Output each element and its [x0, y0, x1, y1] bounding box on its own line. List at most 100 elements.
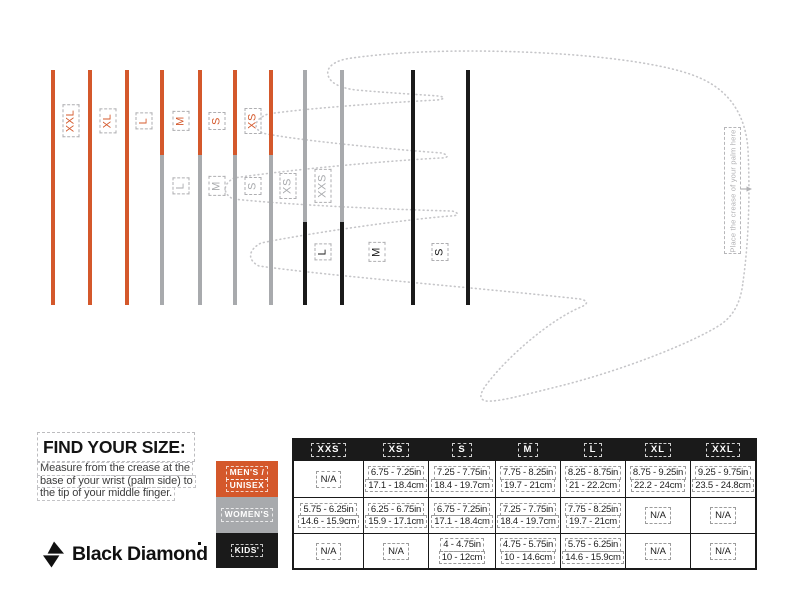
cell-mens-unisex-xxs: N/A [294, 460, 363, 497]
size-label-kids-m: M [368, 242, 386, 262]
size-label-womens-l: L [172, 177, 190, 195]
cell-womens-xxs: 5.75 - 6.25in 14.6 - 15.9cm [294, 497, 363, 533]
size-label-mens-s: S [208, 112, 226, 130]
measurement-value: 4.75 - 5.75in [499, 538, 557, 552]
measurement-value: 23.5 - 24.8cm [692, 478, 754, 492]
cell-mens-unisex-s: 7.25 - 7.75in 18.4 - 19.7cm [428, 460, 495, 497]
measurement-value: 5.75 - 6.25in [300, 502, 357, 516]
logo-dot [197, 542, 201, 545]
size-line [466, 70, 470, 305]
measurement-value: 14.6 - 15.9cm [562, 550, 624, 564]
measurement-value: 19.7 - 21cm [501, 478, 555, 492]
cell-kids-l: 5.75 - 6.25in 14.6 - 15.9cm [560, 533, 625, 568]
measurement-value: 8.75 - 9.25in [629, 466, 687, 480]
measurement-value: 6.25 - 6.75in [367, 502, 425, 516]
instruction-line: base of your wrist (palm side) to [37, 474, 196, 488]
size-label-mens-xxl: XXL [62, 104, 80, 138]
size-label-womens-xxs: XXS [314, 169, 332, 203]
measurement-value: 4 - 4.75in [440, 538, 484, 552]
size-label-womens-xs: XS [279, 173, 297, 199]
table-row-headers: MEN'S / UNISEX WOMEN'S KIDS' [216, 461, 278, 568]
size-line [340, 70, 344, 305]
cell-mens-unisex-xs: 6.75 - 7.25in 17.1 - 18.4cm [363, 460, 428, 497]
measurement-value: 17.1 - 18.4cm [365, 478, 427, 492]
size-line [233, 70, 237, 305]
row-header-kids: KIDS' [216, 533, 278, 568]
cell-mens-unisex-l: 8.25 - 8.75in 21 - 22.2cm [560, 460, 625, 497]
column-header-m: M [495, 440, 560, 460]
cell-mens-unisex-m: 7.75 - 8.25in 19.7 - 21cm [495, 460, 560, 497]
size-line [411, 70, 415, 305]
column-header-label: L [583, 442, 603, 458]
cell-womens-l: 7.75 - 8.25in 19.7 - 21cm [560, 497, 625, 533]
row-header-label: MEN'S / [225, 465, 269, 480]
measurement-value: 15.9 - 17.1cm [365, 515, 427, 529]
na-value: N/A [315, 542, 342, 560]
size-label-mens-m: M [172, 111, 190, 131]
row-header-label: UNISEX [225, 478, 269, 493]
size-label-mens-xs: XS [244, 108, 262, 134]
brand-logo: Black Diamond [42, 541, 208, 568]
measurement-value: 6.75 - 7.25in [367, 466, 425, 480]
palm-crease-hint-text: Place the crease of your palm here [728, 128, 737, 253]
measurement-value: 21 - 22.2cm [566, 478, 620, 492]
palm-crease-hint-box: Place the crease of your palm here [724, 127, 741, 254]
column-header-label: XS [382, 442, 410, 458]
measurement-value: 8.25 - 8.75in [564, 466, 622, 480]
row-header-label: KIDS' [230, 543, 264, 558]
column-header-xl: XL [625, 440, 690, 460]
cell-womens-xl: N/A [625, 497, 690, 533]
column-header-xs: XS [363, 440, 428, 460]
measurement-value: 18.4 - 19.7cm [497, 515, 559, 529]
measurement-value: 19.7 - 21cm [566, 515, 620, 529]
cell-kids-s: 4 - 4.75in 10 - 12cm [428, 533, 495, 568]
column-header-label: M [517, 442, 539, 458]
cell-womens-s: 6.75 - 7.25in 17.1 - 18.4cm [428, 497, 495, 533]
size-line [160, 70, 164, 305]
measurement-value: 5.75 - 6.25in [564, 538, 622, 552]
na-value: N/A [645, 542, 671, 560]
size-line [51, 70, 55, 305]
column-header-xxs: XXS [294, 440, 363, 460]
brand-name: Black Diamond [72, 542, 208, 565]
column-header-label: XXS [311, 442, 346, 458]
size-line [269, 70, 273, 305]
black-diamond-logo-icon [43, 541, 64, 568]
find-your-size-block: FIND YOUR SIZE: Measure from the crease … [37, 432, 196, 501]
cell-womens-xxl: N/A [690, 497, 755, 533]
size-table: XXS XS S M L XL XXL N/A 6.75 - 7.25in 17.1 - 18.4… [292, 438, 757, 570]
cell-kids-xxs: N/A [294, 533, 363, 568]
measurement-value: 7.75 - 8.25in [499, 466, 557, 480]
size-line [198, 70, 202, 305]
hand-outline-path [224, 50, 750, 402]
measurement-value: 6.75 - 7.25in [433, 502, 491, 516]
column-header-label: XXL [706, 442, 740, 458]
column-header-label: XL [644, 442, 672, 458]
cell-kids-xl: N/A [625, 533, 690, 568]
cell-mens-unisex-xl: 8.75 - 9.25in 22.2 - 24cm [625, 460, 690, 497]
size-label-mens-l: L [135, 112, 153, 130]
measurement-value: 7.25 - 7.75in [499, 502, 557, 516]
size-label-mens-xl: XL [99, 108, 117, 134]
row-header-label: WOMEN'S [220, 508, 274, 522]
cell-kids-xxl: N/A [690, 533, 755, 568]
measurement-value: 17.1 - 18.4cm [431, 515, 493, 529]
find-your-size-title: FIND YOUR SIZE: [37, 432, 195, 462]
instruction-line: the tip of your middle finger. [37, 487, 176, 501]
instruction-line: Measure from the crease at the [37, 462, 193, 476]
column-header-xxl: XXL [690, 440, 755, 460]
crease-arrow-icon [741, 186, 752, 192]
cell-womens-m: 7.25 - 7.75in 18.4 - 19.7cm [495, 497, 560, 533]
row-header-mens-unisex: MEN'S / UNISEX [216, 461, 278, 497]
measurement-value: 10 - 14.6cm [501, 550, 555, 564]
cell-womens-xs: 6.25 - 6.75in 15.9 - 17.1cm [363, 497, 428, 533]
column-header-s: S [428, 440, 495, 460]
row-header-womens: WOMEN'S [216, 497, 278, 533]
measurement-value: 9.25 - 9.75in [694, 466, 752, 480]
cell-kids-xs: N/A [363, 533, 428, 568]
find-your-size-instructions: Measure from the crease at the base of y… [37, 462, 196, 501]
na-value: N/A [383, 542, 409, 560]
measurement-value: 7.75 - 8.25in [564, 502, 622, 516]
